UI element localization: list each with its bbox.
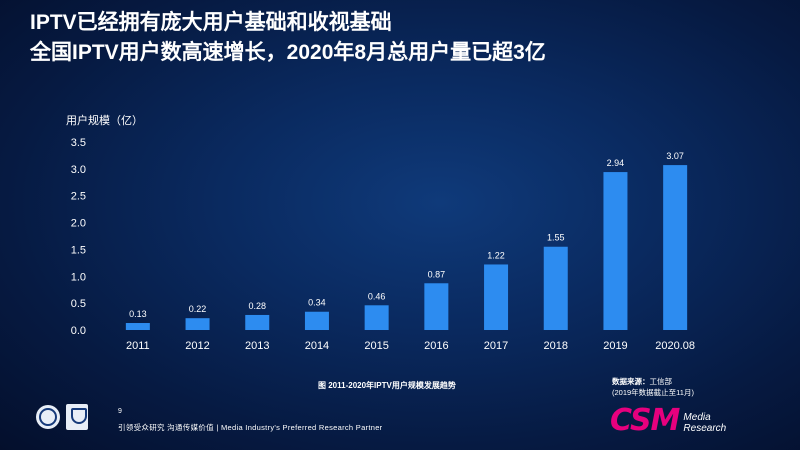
csm-logo-sub-line2: Research	[683, 423, 727, 434]
bar	[663, 165, 688, 330]
x-tick-label: 2011	[126, 340, 150, 352]
bar	[424, 283, 449, 330]
y-tick-label: 0.0	[71, 325, 86, 337]
x-tick-label: 2017	[484, 340, 508, 352]
bar	[245, 314, 270, 330]
x-tick-label: 2018	[544, 340, 568, 352]
csm-logo-subtitle: Media Research	[683, 412, 726, 434]
data-source: 数据来源：工信部 (2019年数据截止至11月)	[612, 376, 694, 398]
source-note: (2019年数据截止至11月)	[612, 388, 694, 397]
bar-data-label: 2.94	[607, 158, 625, 168]
bars	[125, 165, 688, 330]
x-tick-label: 2012	[185, 340, 209, 352]
csm-logo-sub-line1: Media	[683, 412, 711, 423]
sgs-seal-icon	[36, 405, 60, 429]
page-title: IPTV已经拥有庞大用户基础和收视基础 全国IPTV用户数高速增长，2020年8…	[30, 8, 546, 68]
bar	[304, 311, 329, 330]
source-name: 工信部	[649, 377, 673, 386]
source-label: 数据来源：	[612, 377, 650, 386]
bar	[364, 305, 389, 330]
y-tick-label: 1.0	[71, 271, 86, 283]
x-tick-label: 2020.08	[655, 340, 695, 352]
y-tick-label: 3.5	[71, 137, 86, 149]
y-axis-label: 用户规模（亿）	[66, 115, 143, 127]
y-tick-label: 2.0	[71, 218, 86, 230]
bar-data-label: 0.46	[368, 291, 386, 301]
csm-logo: CSM Media Research	[610, 406, 726, 436]
x-tick-label: 2013	[245, 340, 269, 352]
y-tick-label: 2.5	[71, 191, 86, 203]
bar	[484, 264, 509, 330]
bar-data-label: 0.13	[129, 309, 147, 319]
page-number: 9	[118, 408, 122, 415]
bar	[185, 318, 210, 330]
certification-logos	[36, 404, 88, 430]
x-tick-label: 2016	[424, 340, 448, 352]
bar-data-label: 3.07	[666, 151, 684, 161]
bar	[603, 172, 628, 330]
bar-data-label: 0.34	[308, 298, 326, 308]
bar-data-label: 0.28	[248, 301, 266, 311]
title-line-2: 全国IPTV用户数高速增长，2020年8月总用户量已超3亿	[30, 41, 546, 64]
y-axis-ticks: 0.0 0.5 1.0 1.5 2.0 2.5 3.0 3.5	[71, 137, 86, 337]
x-tick-label: 2015	[364, 340, 388, 352]
ukas-crown-icon	[66, 404, 88, 430]
x-tick-label: 2019	[603, 340, 627, 352]
y-tick-label: 0.5	[71, 298, 86, 310]
title-line-1: IPTV已经拥有庞大用户基础和收视基础	[30, 11, 392, 34]
bar	[125, 323, 150, 330]
data-labels: 0.13 0.22 0.28 0.34 0.46 0.87 1.22 1.55 2.94 3.07	[129, 151, 684, 319]
footer-slogan: 引领受众研究 沟通传媒价值 | Media Industry's Preferr…	[118, 423, 383, 432]
csm-logo-word: CSM	[610, 403, 680, 438]
bar	[543, 246, 568, 330]
x-axis-ticks: 2011 2012 2013 2014 2015 2016 2017 2018 2019 2020…	[126, 340, 695, 352]
bar-data-label: 0.87	[428, 269, 446, 279]
x-tick-label: 2014	[305, 340, 329, 352]
bar-data-label: 1.22	[487, 250, 505, 260]
bar-data-label: 0.22	[189, 304, 207, 314]
bar-data-label: 1.55	[547, 233, 565, 243]
chart-caption: 图 2011-2020年IPTV用户规模发展趋势	[318, 381, 456, 390]
y-tick-label: 1.5	[71, 244, 86, 256]
y-tick-label: 3.0	[71, 164, 86, 176]
